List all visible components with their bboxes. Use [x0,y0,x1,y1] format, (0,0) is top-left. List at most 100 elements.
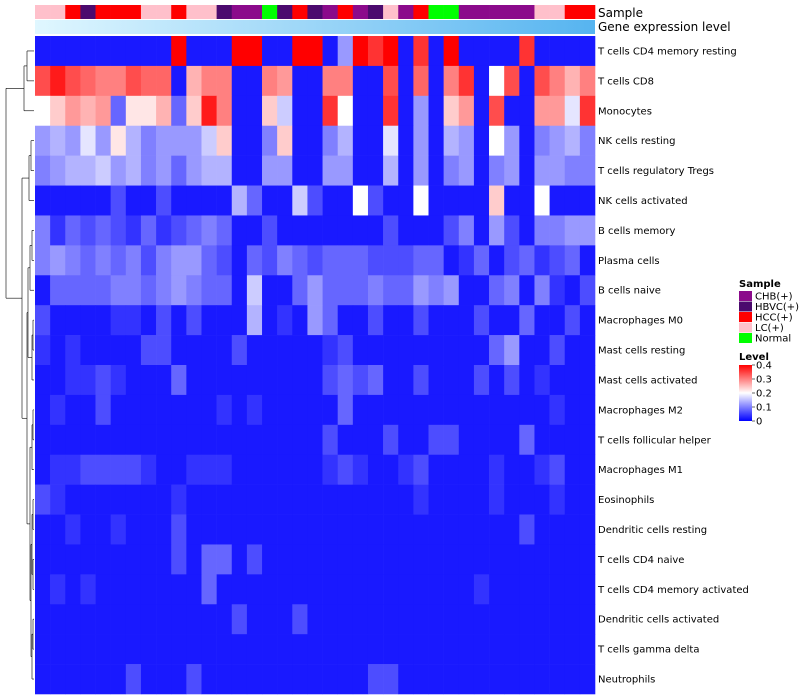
heatmap-cell [216,65,233,97]
row-label: Macrophages M0 [598,316,683,327]
heatmap-cell [80,185,96,216]
heatmap-cell [473,394,490,426]
heatmap-cell [428,664,444,695]
heatmap-cell [383,365,399,396]
heatmap-cell [201,634,217,665]
heatmap-cell [428,365,444,396]
heatmap-cell [564,185,581,216]
heatmap-cell [322,155,339,186]
heatmap-cell [231,454,248,485]
sample-annotation-cell [292,5,308,19]
heatmap-cell [231,275,248,306]
heatmap-cell [352,365,369,396]
heatmap-cell [65,394,81,426]
heatmap-cell [50,125,66,156]
heatmap-cell [549,185,566,216]
heatmap-cell [564,574,581,605]
heatmap-cell [549,36,566,67]
heatmap-cell [50,65,66,97]
heatmap-cell [277,664,293,695]
heatmap-cell [398,65,414,97]
heatmap-cell [35,604,51,635]
heatmap-cell [125,424,142,456]
heatmap-cell [367,185,384,216]
heatmap-cell [443,394,460,426]
sample-annotation-cell [579,5,596,19]
heatmap-cell [337,335,354,366]
heatmap-cell [65,664,81,695]
heatmap-cell [352,65,369,97]
heatmap-cell [398,604,414,635]
heatmap-cell [231,125,248,156]
heatmap-cell [262,514,278,545]
heatmap-cell [292,484,308,515]
heatmap-cell [564,424,581,456]
heatmap-cell [80,65,96,97]
heatmap-cell [367,484,384,515]
heatmap-cell [292,604,308,635]
heatmap-cell [458,574,475,605]
heatmap-cell [35,335,51,366]
heatmap-cell [231,65,248,97]
heatmap-cell [95,574,111,605]
heatmap-cell [156,95,172,127]
heatmap-cell [201,514,217,545]
heatmap-cell [246,664,263,695]
heatmap-cells [35,36,596,695]
heatmap-cell [35,394,51,426]
heatmap-cell [216,95,233,127]
heatmap-cell [352,155,369,186]
heatmap-cell [125,664,142,695]
heatmap-cell [125,155,142,186]
sample-annotation-cell [201,5,217,19]
heatmap-cell [140,544,157,575]
heatmap-cell [579,454,596,485]
heatmap-cell [216,664,233,695]
heatmap-cell [186,245,202,276]
sample-annotation-cell [65,5,81,19]
heatmap-cell [50,275,66,306]
heatmap-cell [50,95,66,127]
heatmap-cell [140,305,157,336]
level-legend-tick-label: 0 [756,417,762,428]
heatmap-cell [534,574,550,605]
heatmap-cell [519,604,535,635]
heatmap-cell [307,454,323,485]
heatmap-cell [262,305,278,336]
row-label: T cells regulatory Tregs [597,166,714,177]
heatmap-cell [231,155,248,186]
heatmap-cell [292,305,308,336]
heatmap-cell [140,155,157,186]
heatmap-cell [504,604,520,635]
heatmap-cell [534,394,550,426]
heatmap-cell [443,245,460,276]
heatmap-cell [156,454,172,485]
heatmap-cell [322,125,339,156]
heatmap-cell [322,394,339,426]
heatmap-cell [110,454,127,485]
heatmap-cell [80,245,96,276]
heatmap-cell [352,424,369,456]
heatmap-cell [413,95,429,127]
heatmap-cell [171,394,187,426]
heatmap-cell [80,484,96,515]
heatmap-cell [458,65,475,97]
heatmap-cell [125,305,142,336]
heatmap-cell [95,424,111,456]
heatmap-cell [549,664,566,695]
heatmap-cell [383,604,399,635]
heatmap-cell [473,634,490,665]
heatmap-cell [186,215,202,246]
heatmap-cell [201,125,217,156]
heatmap-cell [35,424,51,456]
heatmap-cell [262,394,278,426]
heatmap-cell [564,215,581,246]
heatmap-cell [489,125,505,156]
heatmap-cell [337,95,354,127]
sample-annotation-cell [231,5,248,19]
heatmap-cell [292,125,308,156]
heatmap-cell [458,424,475,456]
heatmap-cell [292,514,308,545]
row-label: Dendritic cells resting [598,525,707,536]
heatmap-cell [579,95,596,127]
